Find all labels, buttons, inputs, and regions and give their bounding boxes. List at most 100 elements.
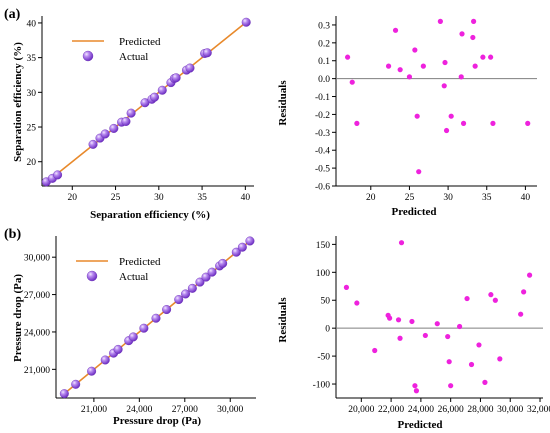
actual-point [121,116,131,126]
chart-b-right-xlabel: Predicted [397,419,442,431]
residual-point [412,383,418,389]
y-tick-label: 35 [27,54,37,64]
y-tick-label: 21,000 [24,366,50,376]
chart-b-right-marks: 20,000 22,000 24,000 26,000 28,000 30,000 32,0… [313,236,550,415]
actual-point [100,129,110,139]
residual-point [354,300,360,306]
residual-point [448,113,454,119]
x-tick-label: 26,000 [438,405,464,415]
x-tick-label: 30,000 [217,405,243,415]
actual-point [207,267,217,277]
residual-point [518,311,524,317]
actual-point [237,242,247,252]
x-tick-label: 24,000 [408,405,434,415]
actual-point [231,247,241,257]
chart-a-right-ylabel: Residuals [277,80,289,126]
x-tick-label: 30 [154,193,164,203]
legend-predicted-label: Predicted [119,36,161,48]
residual-point [385,63,392,69]
y-tick-label: 0.1 [318,57,330,67]
y-tick-label: 0 [325,325,330,335]
x-tick-label: 30 [443,193,453,203]
residual-point [422,332,428,339]
residual-point [416,169,422,175]
actual-point [174,295,184,305]
y-tick-label: 25 [27,124,37,134]
y-tick-label: 30,000 [24,254,50,264]
chart-b-left-ylabel: Pressure drop (Pa) [12,274,24,362]
residual-point [482,379,488,385]
actual-point [187,283,197,293]
chart-b-left: 21,000 24,000 27,000 30,000 21,000 24,000 27,0… [12,236,256,427]
y-tick-label: 40 [27,19,37,29]
chart-b-left-xlabel: Pressure drop (Pa) [113,415,201,427]
x-tick-label: 40 [521,193,531,203]
chart-a-right-xlabel: Predicted [391,206,436,218]
actual-point [162,305,172,315]
y-tick-label: -0.3 [315,129,330,139]
y-tick-label: 27,000 [24,291,50,301]
residual-point [446,359,452,365]
y-tick-label: 0.0 [318,75,330,85]
x-tick-label: 35 [482,193,492,203]
residual-point [398,240,405,246]
residual-point [372,347,378,354]
actual-point [53,170,63,180]
residual-point [354,120,360,126]
panel-label-b: (b) [4,227,21,242]
chart-a-left: 20 25 30 35 40 20 25 30 35 40 Predicted Actual Se… [12,16,254,221]
chart-a-left-ylabel: Separation efficiency (%) [12,42,24,162]
residual-point [397,335,403,341]
y-tick-label: 24,000 [24,328,50,338]
actual-point [201,272,211,282]
residual-point [420,63,426,69]
chart-b-right: 20,000 22,000 24,000 26,000 28,000 30,000 32,0… [277,236,550,431]
y-tick-label: -0.1 [315,93,330,103]
residual-point [525,120,531,126]
x-tick-label: 25 [405,193,415,203]
residual-point [395,317,402,323]
residual-point [445,333,451,340]
residual-point [387,315,393,321]
actual-point [88,139,98,149]
residual-point [414,113,420,119]
residual-point [434,321,440,327]
panel-label-a: (a) [4,7,21,22]
residual-point [480,54,486,60]
y-tick-label: 150 [316,241,331,251]
actual-point [87,366,97,376]
actual-point [100,355,110,365]
y-tick-label: -0.5 [315,165,330,175]
residual-point [441,83,447,89]
residual-point [521,289,527,295]
residual-point [412,47,418,53]
actual-point [71,379,81,389]
chart-b-left-legend: Predicted Actual [76,256,161,283]
residual-point [490,120,496,126]
x-tick-label: 20 [366,193,376,203]
residual-point [488,292,494,298]
y-tick-label: 0.3 [318,21,330,31]
residual-point [397,67,403,73]
legend-actual-swatch [86,270,98,282]
x-tick-label: 22,000 [378,405,404,415]
actual-point [59,389,69,399]
y-tick-label: -0.6 [315,183,330,193]
actual-point [171,73,181,83]
residual-point [409,318,415,325]
x-tick-label: 20 [68,193,78,203]
residual-point [464,295,470,302]
actual-point [245,236,255,246]
residual-point [497,356,503,362]
legend-actual-swatch [82,50,94,62]
actual-point [241,17,251,27]
x-tick-label: 32,000 [527,405,550,415]
residual-point [349,79,355,85]
x-tick-label: 40 [241,193,251,203]
actual-point [126,108,136,118]
residual-point [437,18,443,24]
actual-point [149,92,159,102]
residual-point [457,323,463,330]
y-tick-label: 0.2 [318,39,330,49]
